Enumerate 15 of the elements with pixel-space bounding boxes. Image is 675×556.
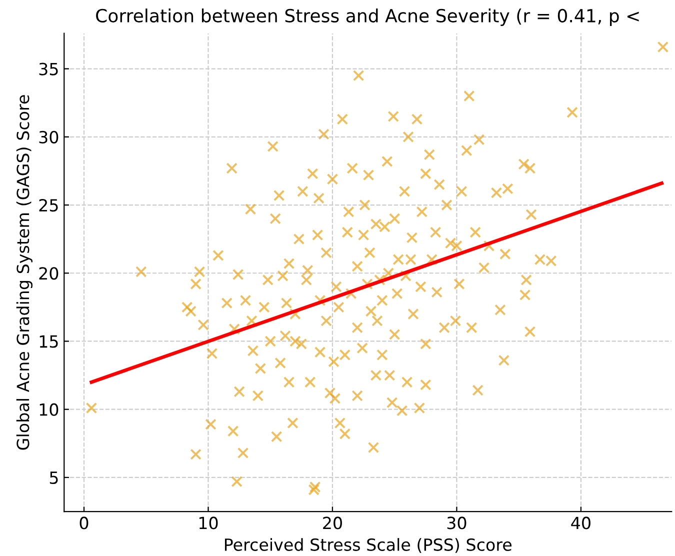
y-tick-label: 25 (39, 198, 58, 212)
x-tick-label: 10 (199, 516, 218, 530)
y-tick-label: 5 (50, 472, 58, 484)
y-tick-label: 35 (39, 62, 58, 76)
x-tick-label: 20 (323, 516, 342, 530)
x-tick-label: 40 (571, 516, 590, 530)
y-tick-label: 10 (40, 403, 58, 416)
y-tick-label: 20 (39, 267, 58, 280)
x-tick-label: 0 (80, 516, 88, 530)
y-tick-label: 30 (39, 130, 58, 144)
chart-title: Correlation between Stress and Acne Severity (r = 0.41, p < (96, 8, 639, 26)
y-axis-title: Global Acne Grading System (GAGS) Score (16, 95, 32, 450)
x-tick-label: 30 (447, 516, 466, 530)
x-axis-title: Perceived Stress Scale (PSS) Score (224, 538, 512, 553)
y-tick-label: 15 (40, 335, 58, 348)
